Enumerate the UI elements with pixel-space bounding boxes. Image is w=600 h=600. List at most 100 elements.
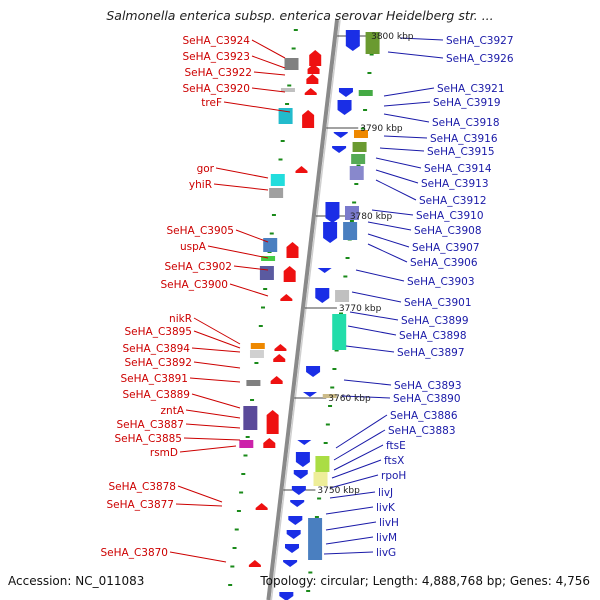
forward-gene [307,64,320,74]
right-connector [383,101,431,107]
forward-gene [273,354,286,362]
right-gene-label: SeHA_C3908 [414,225,482,237]
feature-box [280,88,295,92]
feature-box [313,472,328,486]
left-connector [233,265,269,271]
right-gene-label: livJ [378,487,393,499]
feature-box [349,166,364,180]
forward-gene [283,266,296,282]
left-connector [193,317,241,345]
right-gene-label: SeHA_C3910 [416,210,484,222]
left-connector [251,39,286,59]
left-gene-label: SeHA_C3885 [114,433,182,445]
feature-box [249,350,264,358]
right-gene-label: SeHA_C3921 [437,83,505,95]
right-gene-label: SeHA_C3926 [446,53,514,65]
left-gene-label: SeHA_C3889 [122,389,190,401]
right-gene-label: SeHA_C3893 [394,380,462,392]
right-connector [375,169,419,184]
feature-box [259,266,274,280]
right-connector [343,379,392,386]
right-gene-label: SeHA_C3915 [427,146,495,158]
scale-tick-label: 3790 kbp [360,124,403,134]
scale-tick-label: 3780 kbp [350,212,393,222]
right-connector [323,551,374,555]
forward-gene [270,376,283,384]
left-connector [193,330,241,349]
left-gene-label: SeHA_C3894 [122,343,190,355]
left-gene-label: zntA [161,405,185,417]
right-gene-label: SeHA_C3890 [393,393,461,405]
forward-gene [255,503,268,510]
right-gene-label: SeHA_C3897 [397,347,465,359]
scale-tick-label: 3800 kbp [371,32,414,42]
left-connector [229,283,269,297]
forward-gene [309,50,322,66]
left-gene-label: treF [201,97,222,109]
left-gene-label: SeHA_C3905 [166,225,234,237]
right-gene-label: ftsE [386,440,406,452]
reverse-gene [333,132,348,138]
right-gene-label: livK [376,502,396,514]
forward-gene [295,166,308,173]
right-gene-label: SeHA_C3912 [419,195,487,207]
right-gene-label: SeHA_C3906 [410,257,478,269]
right-gene-label: SeHA_C3918 [432,117,500,129]
right-gene-label: livG [376,547,396,559]
feature-box [344,206,359,220]
left-connector [207,245,269,259]
forward-gene [263,438,276,448]
right-gene-label: SeHA_C3901 [404,297,472,309]
left-connector [191,347,241,353]
left-gene-label: SeHA_C3923 [182,51,250,63]
left-connector [191,393,241,409]
reverse-gene [297,440,312,445]
reverse-gene [293,470,308,479]
right-gene-label: SeHA_C3899 [401,315,469,327]
reverse-gene [317,268,332,273]
scale-tick-label: 3760 kbp [328,394,371,404]
forward-gene [248,560,261,567]
right-gene-label: SeHA_C3903 [407,276,475,288]
left-connector [253,71,286,76]
right-connector [329,474,379,489]
left-gene-label: SeHA_C3924 [182,35,250,47]
right-connector [351,291,402,303]
reverse-gene [306,366,321,377]
left-connector [169,551,227,563]
left-gene-label: uspA [180,241,207,253]
left-gene-label: SeHA_C3895 [124,326,192,338]
right-gene-label: SeHA_C3886 [390,410,458,422]
left-connector [213,183,269,191]
right-gene-label: SeHA_C3898 [399,330,467,342]
left-gene-label: yhiR [189,179,212,191]
left-connector [185,409,241,419]
right-gene-label: SeHA_C3907 [412,242,480,254]
right-connector [379,147,425,152]
left-connector [193,361,241,369]
right-gene-label: rpoH [381,470,406,482]
right-connector [387,51,444,59]
feature-box [246,380,261,386]
right-connector [341,395,391,399]
left-connector [223,101,291,113]
feature-box [315,456,330,472]
right-connector [383,87,435,97]
right-connector [335,414,388,449]
feature-box [239,440,254,448]
forward-gene [280,294,293,301]
right-gene-label: ftsX [384,455,404,467]
feature-box [261,256,276,261]
feature-box [243,406,258,430]
backbone-line [266,19,339,600]
reverse-gene [302,392,317,397]
feature-box [270,174,285,186]
right-connector [333,429,386,461]
left-gene-label: SeHA_C3887 [116,419,184,431]
right-connector [383,113,430,123]
label-layer: 3800 kbp 3790 kbp 3780 kbp 3770 kbp 3760 kbp… [100,32,513,559]
accession-text: Accession: NC_011083 [8,574,145,588]
forward-gene [266,410,279,434]
forward-gene [302,110,315,128]
forward-gene [286,242,299,258]
